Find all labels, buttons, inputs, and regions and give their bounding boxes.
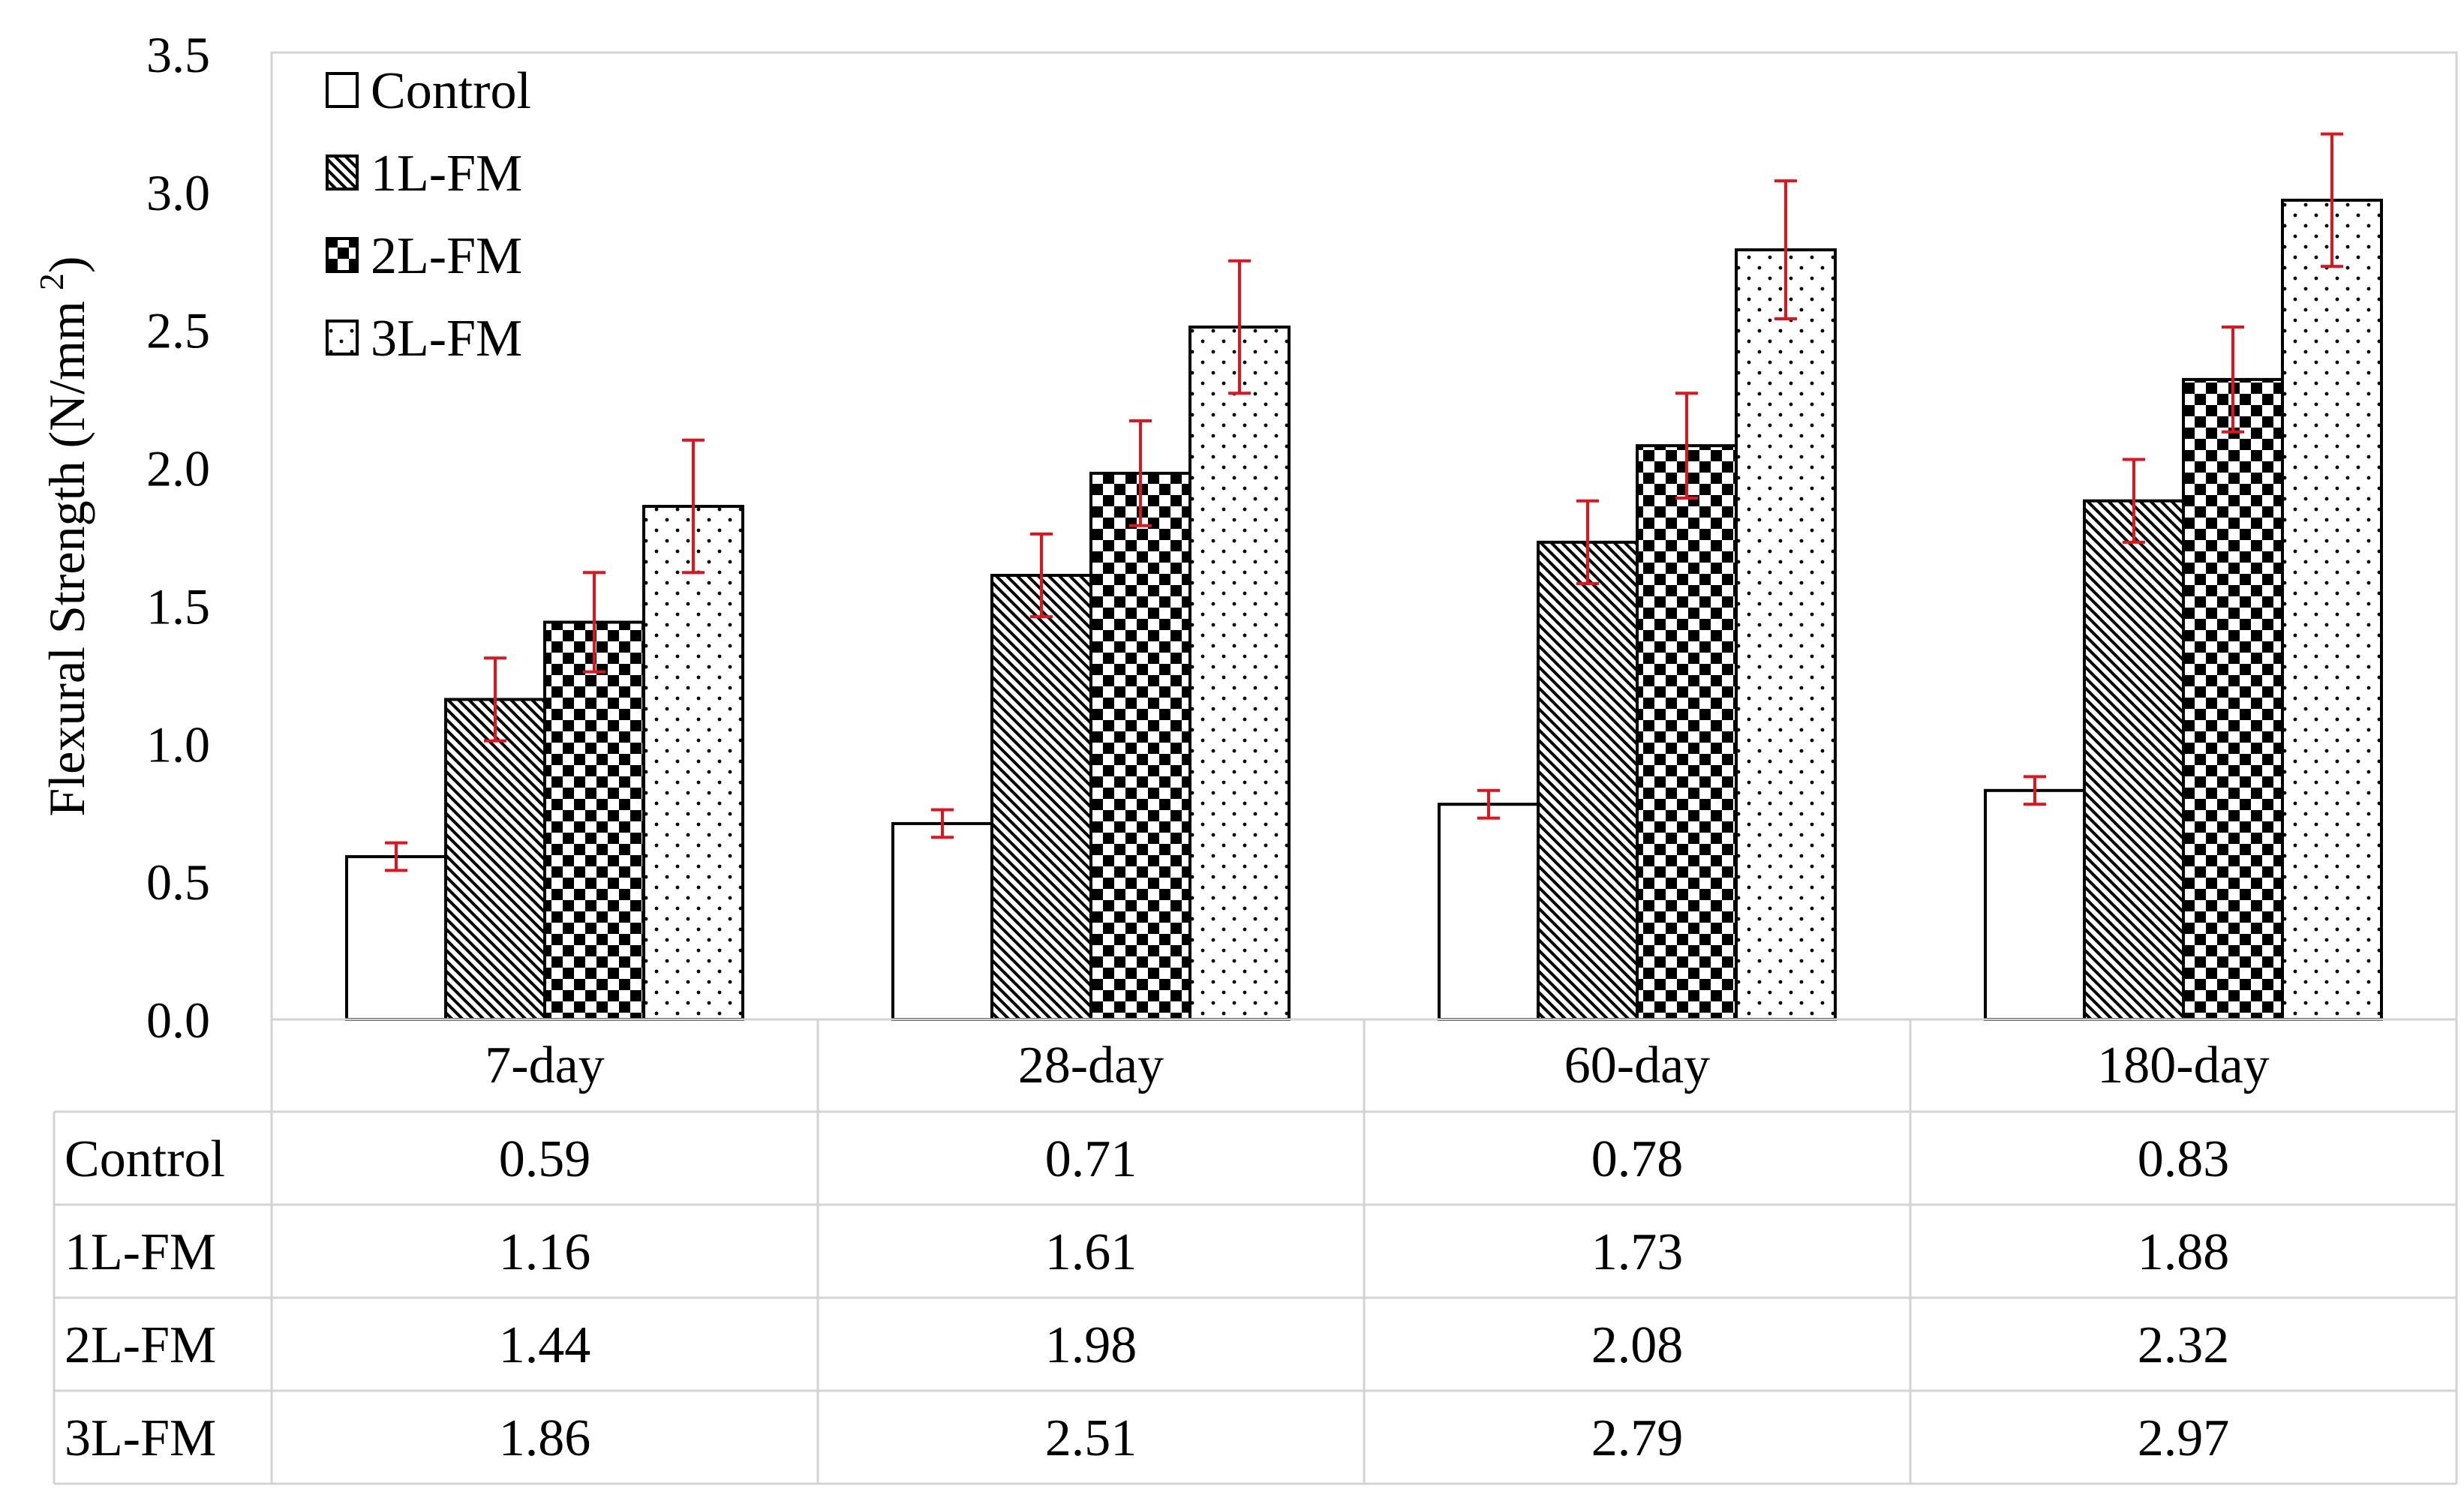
bar (444, 698, 546, 1021)
table-cell-value: 1.86 (499, 1409, 591, 1467)
error-bars (385, 132, 2343, 872)
legend-swatch (326, 320, 359, 356)
bar (2281, 198, 2383, 1022)
y-tick-label: 2.5 (146, 302, 210, 359)
bar (1537, 540, 1639, 1021)
table-cell-value: 1.98 (1045, 1316, 1137, 1374)
table-cell-value: 2.32 (2138, 1316, 2230, 1374)
table-row-label: 3L-FM (65, 1409, 216, 1467)
table-cell-value: 1.61 (1045, 1223, 1137, 1281)
table-cell-value: 1.44 (499, 1316, 591, 1374)
bar (1636, 444, 1738, 1021)
table-row-label: 2L-FM (65, 1316, 216, 1374)
legend-label: Control (371, 62, 531, 120)
table-row-label: 1L-FM (65, 1223, 216, 1281)
x-category-label: 180-day (2097, 1037, 2269, 1094)
bar (1089, 471, 1191, 1021)
y-tick-label: 1.5 (146, 578, 210, 635)
table-cell-value: 1.73 (1591, 1223, 1684, 1281)
bar (2083, 499, 2185, 1021)
bar (990, 573, 1092, 1021)
legend-swatch (326, 72, 359, 108)
table-cell-value: 2.79 (1591, 1409, 1684, 1467)
table-cell-value: 2.08 (1591, 1316, 1684, 1374)
bar (1984, 788, 2086, 1021)
y-tick-label: 3.5 (146, 26, 210, 83)
table-cell-value: 2.97 (2138, 1409, 2230, 1467)
table-row-label: Control (65, 1130, 225, 1188)
legend-label: 1L-FM (371, 145, 522, 203)
x-category-label: 7-day (485, 1037, 604, 1094)
y-axis-title-superscript: 2 (32, 273, 71, 290)
table-cell-value: 1.88 (2138, 1223, 2230, 1281)
y-tick-label: 0.0 (146, 992, 210, 1049)
y-tick-label: 0.5 (146, 854, 210, 911)
legend-label: 3L-FM (371, 310, 522, 368)
bar (345, 855, 447, 1022)
legend-swatch (326, 237, 359, 273)
bar (543, 620, 645, 1021)
legend-label: 2L-FM (371, 227, 522, 285)
y-axis-title: Flexural Strength (N/mm2) (32, 256, 95, 816)
x-category-label: 28-day (1018, 1037, 1164, 1094)
bar (642, 505, 744, 1021)
y-axis-ticks: 0.0 0.5 1.0 1.5 2.0 2.5 3.0 3.5 (146, 26, 210, 1049)
table-cell-value: 0.71 (1045, 1130, 1137, 1188)
y-tick-label: 2.0 (146, 440, 210, 497)
y-tick-label: 1.0 (146, 716, 210, 773)
table-cell-value: 0.78 (1591, 1130, 1684, 1188)
bar (2182, 377, 2284, 1022)
table-cell-value: 2.51 (1045, 1409, 1137, 1467)
bars (345, 198, 2383, 1022)
bar (891, 821, 993, 1021)
x-category-label: 60-day (1564, 1037, 1710, 1094)
bar (1438, 803, 1540, 1021)
table-cell-value: 0.83 (2138, 1130, 2230, 1188)
y-axis-title-close: ) (38, 256, 95, 273)
bar (1735, 248, 1837, 1021)
bar (1188, 326, 1291, 1021)
table-cell-value: 1.16 (499, 1223, 591, 1281)
y-tick-label: 3.0 (146, 164, 210, 221)
table-cell-value: 0.59 (499, 1130, 591, 1188)
data-table: 7-day 28-day 60-day 180-day Control 0.59 0.71 0… (53, 1018, 2458, 1485)
legend: Control 1L-FM 2L-FM 3L-FM (326, 62, 531, 368)
legend-swatch (326, 155, 359, 191)
